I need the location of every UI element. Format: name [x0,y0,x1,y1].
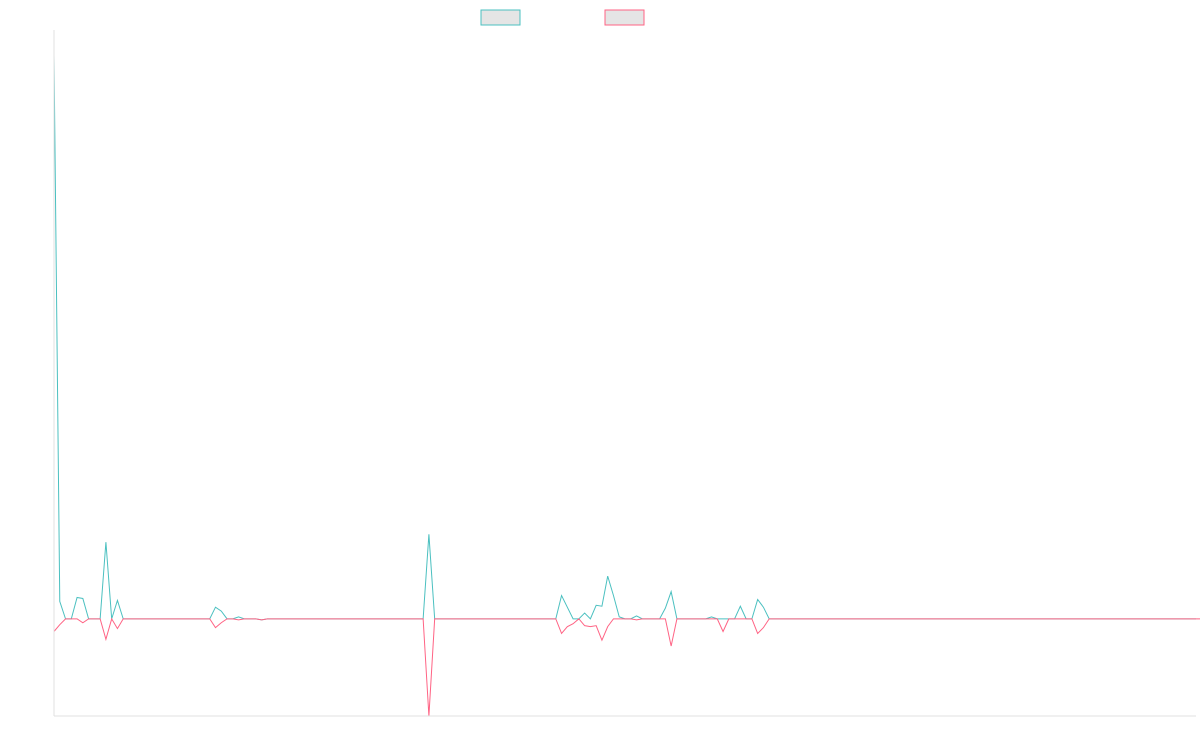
series-line-1 [53,55,1196,621]
legend-swatch-1[interactable] [480,9,521,26]
chart-legend [480,9,645,26]
legend-swatch-2[interactable] [604,9,645,26]
plot-area [53,55,1200,717]
series-line-2 [53,617,1200,717]
